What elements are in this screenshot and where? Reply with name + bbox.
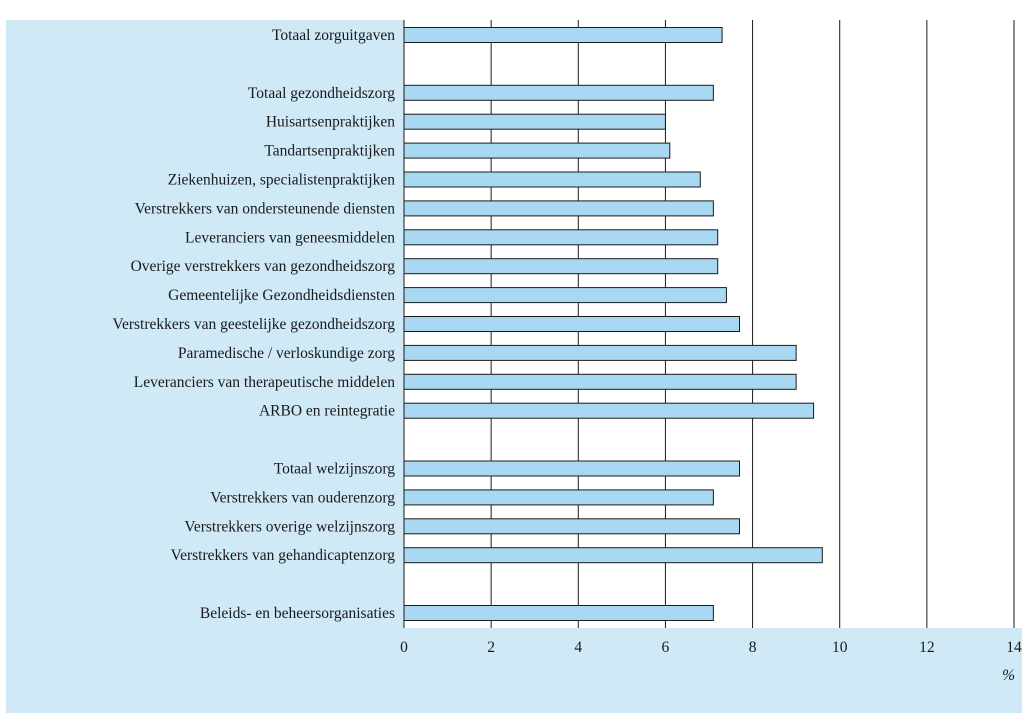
bar <box>403 518 740 535</box>
bar <box>403 373 797 390</box>
bar <box>403 547 823 564</box>
x-tick-labels: 0 2 4 6 8 10 12 14 <box>400 639 1022 656</box>
chart-frame: Totaal zorguitgaven Totaal gezondheidszor… <box>6 20 1022 713</box>
bar <box>403 489 714 506</box>
bars <box>403 27 823 621</box>
bar <box>403 200 714 217</box>
category-label: Verstrekkers van geestelijke gezondheids… <box>113 316 396 333</box>
x-tick-label: 4 <box>574 639 582 656</box>
x-tick-label: 10 <box>832 639 848 656</box>
bar <box>403 605 714 621</box>
bar <box>403 229 719 246</box>
x-tick-label: 12 <box>919 639 935 656</box>
bar <box>403 402 815 419</box>
bar <box>403 460 740 477</box>
bar <box>403 27 723 43</box>
bar <box>403 287 727 304</box>
x-tick-label: 0 <box>400 639 408 656</box>
category-label: Paramedische / verloskundige zorg <box>178 345 395 362</box>
x-unit-label: % <box>1002 667 1015 684</box>
category-label: ARBO en reintegratie <box>259 403 395 420</box>
category-label: Verstrekkers van gehandicaptenzorg <box>171 547 396 564</box>
bar <box>403 171 701 188</box>
x-tick-label: 2 <box>487 639 495 656</box>
bar <box>403 344 797 361</box>
category-label: Gemeentelijke Gezondheidsdiensten <box>168 287 395 304</box>
category-label: Huisartsenpraktijken <box>266 114 395 131</box>
bar-chart: Totaal zorguitgaven Totaal gezondheidszor… <box>113 20 1022 684</box>
bar <box>403 316 740 332</box>
x-tick-label: 8 <box>749 639 757 656</box>
bar <box>403 142 671 159</box>
bar <box>403 258 719 275</box>
category-label: Ziekenhuizen, specialistenpraktijken <box>168 172 395 189</box>
category-label: Totaal welzijnszorg <box>274 461 396 478</box>
category-label: Tandartsenpraktijken <box>264 143 395 160</box>
bar <box>403 84 714 101</box>
category-label: Totaal gezondheidszorg <box>248 85 395 102</box>
bar <box>403 113 666 130</box>
x-tick-label: 14 <box>1006 639 1022 656</box>
category-label: Verstrekkers van ouderenzorg <box>210 489 395 506</box>
category-label: Verstrekkers van ondersteunende diensten <box>135 200 396 217</box>
category-label: Beleids- en beheersorganisaties <box>200 605 395 622</box>
category-label: Leveranciers van therapeutische middelen <box>134 374 395 391</box>
x-tick-label: 6 <box>662 639 670 656</box>
category-label: Overige verstrekkers van gezondheidszorg <box>131 258 396 275</box>
category-labels: Totaal zorguitgaven Totaal gezondheidszor… <box>113 27 396 622</box>
category-label: Totaal zorguitgaven <box>272 27 395 44</box>
category-label: Leveranciers van geneesmiddelen <box>185 229 395 246</box>
category-label: Verstrekkers overige welzijnszorg <box>184 518 395 535</box>
